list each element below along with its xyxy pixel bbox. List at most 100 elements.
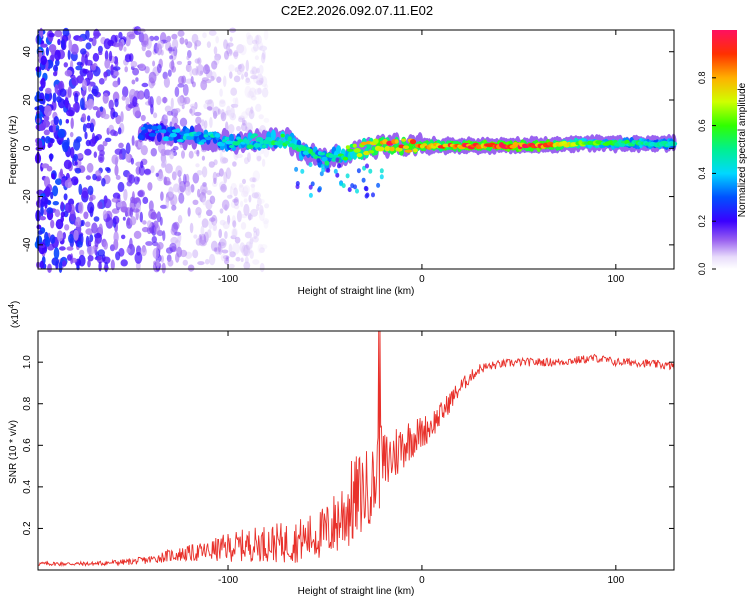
spectrogram-speckle xyxy=(78,183,83,196)
spectrogram-speckle xyxy=(226,105,231,116)
spectrogram-speckle xyxy=(54,30,63,38)
spectrogram-speckle xyxy=(227,42,234,47)
spectrogram-speckle xyxy=(156,43,163,56)
spectrogram-speckle xyxy=(94,238,99,248)
spectrogram-speckle xyxy=(45,87,52,94)
spectrogram-speckle xyxy=(174,108,181,113)
spectrogram-speckle xyxy=(88,37,93,42)
spectrogram-speckle xyxy=(39,260,44,269)
spectrogram-speckle xyxy=(58,118,63,126)
spectrogram-speckle xyxy=(169,242,177,252)
spectrogram-speckle xyxy=(122,86,129,98)
spectrogram-speckle xyxy=(142,33,149,46)
spectrogram-speckle xyxy=(214,247,221,255)
spectrogram-speckle xyxy=(163,76,170,88)
spectrogram-ridge-cell xyxy=(280,133,285,138)
spectrogram-speckle xyxy=(195,206,202,216)
spectrogram-ridge-cell xyxy=(156,132,162,143)
spectrogram-speckle xyxy=(219,99,226,104)
snr-multiplier-base: (x10 xyxy=(10,308,21,328)
spectrogram-speckle xyxy=(38,139,43,150)
x-tick-label: 0 xyxy=(419,575,425,586)
spectrogram-speckle xyxy=(221,249,229,254)
spectrogram-speckle xyxy=(97,45,103,54)
spectrogram-speckle xyxy=(250,106,254,114)
spectrogram-speckle xyxy=(205,79,212,84)
y-tick-label: 20 xyxy=(22,94,33,106)
spectrogram-ridge-cell xyxy=(328,153,335,158)
spectrogram-speckle xyxy=(51,173,56,180)
spectrogram-fragment xyxy=(308,192,313,198)
spectrogram-speckle xyxy=(229,71,233,79)
spectrogram-speckle xyxy=(213,110,218,119)
spectrogram-ridge-cell xyxy=(205,136,212,141)
spectrogram-fragment xyxy=(361,177,366,183)
spectrogram-speckle xyxy=(224,231,228,239)
spectrogram-ridge-cell xyxy=(342,156,349,161)
spectrogram-speckle xyxy=(92,173,97,181)
spectrogram-speckle xyxy=(151,236,157,243)
spectrogram-speckle xyxy=(125,142,131,155)
spectrogram-speckle xyxy=(89,234,94,243)
spectrogram-speckle xyxy=(219,238,227,249)
spectrogram-ridge-cell xyxy=(336,145,341,155)
spectrogram-speckle xyxy=(79,249,85,256)
spectrogram-speckle xyxy=(70,176,79,186)
spectrogram-speckle xyxy=(260,76,268,88)
spectrogram-speckle xyxy=(63,193,68,201)
spectrogram-speckle xyxy=(248,248,253,254)
spectrogram-speckle xyxy=(59,246,66,251)
spectrogram-ridge-cell xyxy=(398,144,405,149)
y-tick-label: -20 xyxy=(22,189,33,204)
x-tick-label: 0 xyxy=(419,274,425,285)
spectrogram-fragment xyxy=(356,168,361,174)
snr-x-axis-label: Height of straight line (km) xyxy=(298,586,415,597)
spectrogram-speckle xyxy=(92,106,99,111)
spectrogram-speckle xyxy=(120,200,127,213)
spectrogram-speckle xyxy=(225,167,231,180)
spectrogram-speckle xyxy=(179,37,185,45)
spectrogram-ridge-cell xyxy=(394,139,399,144)
spectrogram-speckle xyxy=(213,159,218,166)
snr-multiplier-exponent: 4 xyxy=(7,304,16,309)
spectrogram-speckle xyxy=(70,43,79,55)
spectrogram-speckle xyxy=(96,254,104,264)
spectrogram-speckle xyxy=(255,35,260,46)
spectrogram-speckle xyxy=(95,170,102,177)
spectrogram-speckle xyxy=(244,85,252,98)
spectrogram-speckle xyxy=(196,149,200,157)
spectrogram-speckle xyxy=(114,59,119,67)
spectrogram-speckle xyxy=(219,88,223,97)
spectrogram-speckle xyxy=(255,80,263,86)
spectrogram-speckle xyxy=(242,178,246,185)
spectrogram-speckle xyxy=(208,218,213,230)
spectrogram-speckle xyxy=(174,112,178,119)
spectrogram-speckle xyxy=(208,30,217,36)
colorbar-tick-label: 0.4 xyxy=(697,167,707,180)
spectrogram-speckle xyxy=(181,104,185,110)
spectrogram-speckle xyxy=(232,242,240,255)
spectrogram-speckle xyxy=(117,127,122,135)
spectrogram-speckle xyxy=(140,246,147,257)
spectrogram-speckle xyxy=(206,106,213,111)
spectrogram-speckle xyxy=(57,38,61,46)
spectrogram-speckle xyxy=(77,37,84,42)
spectrogram-ridge-cell xyxy=(361,141,368,146)
spectrogram-speckle xyxy=(224,111,229,116)
spectrogram-speckle xyxy=(252,177,257,183)
spectrogram-speckle xyxy=(221,157,229,164)
spectrogram-fragment xyxy=(319,171,324,177)
spectrogram-speckle xyxy=(39,92,45,102)
spectrogram-speckle xyxy=(129,216,137,226)
spectrogram-speckle xyxy=(98,51,103,56)
spectrogram-speckle xyxy=(88,84,92,92)
spectrogram-fragment xyxy=(364,193,369,199)
spectrogram-fragment xyxy=(345,173,350,179)
spectrogram-speckle xyxy=(74,167,82,174)
spectrogram-speckle xyxy=(227,124,235,134)
spectrogram-ridge-cell xyxy=(169,132,177,138)
spectrogram-speckle xyxy=(111,154,119,165)
spectrogram-speckle xyxy=(261,158,266,167)
spectrogram-speckle xyxy=(59,168,64,178)
spectrogram-speckle xyxy=(231,215,236,227)
